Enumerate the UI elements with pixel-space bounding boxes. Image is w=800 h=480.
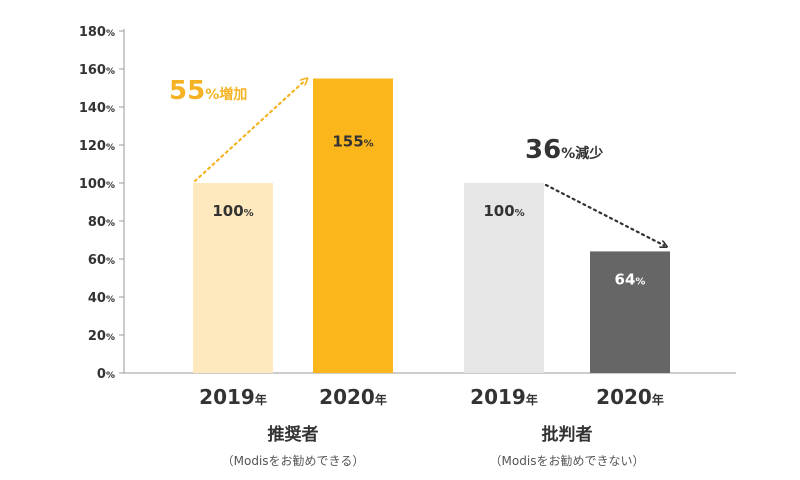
group-name-label: 批判者 (542, 424, 593, 445)
bar-推奨者-2019 (193, 183, 273, 373)
y-tick-label: 40% (88, 291, 115, 306)
y-tick-label: 180% (79, 25, 115, 40)
group-sub-label: （Modisをお勧めできる） (222, 454, 365, 468)
y-tick-label: 100% (79, 177, 115, 192)
bar-批判者-2020 (590, 251, 670, 373)
labels-layer: 100%2019年155%2020年推奨者（Modisをお勧めできる）55%増加… (169, 76, 664, 468)
y-tick-label: 120% (79, 139, 115, 154)
x-category-label: 2019年 (199, 385, 267, 409)
bar-批判者-2019 (464, 183, 544, 373)
x-category-label: 2020年 (596, 385, 664, 409)
bar-value-label: 64% (615, 270, 646, 288)
bars-layer (193, 78, 670, 373)
bar-value-label: 100% (483, 202, 524, 220)
y-tick-label: 160% (79, 63, 115, 78)
axis-layer: 0% 20% 40% 60% 80% 100% 120% 140% 160% 180% (79, 25, 736, 382)
y-tick-label: 0% (97, 367, 115, 382)
change-label: 55%増加 (169, 76, 247, 106)
bar-推奨者-2020 (313, 78, 393, 373)
x-category-label: 2020年 (319, 385, 387, 409)
increase-arrow (193, 81, 305, 183)
bar-value-label: 100% (212, 202, 253, 220)
x-category-label: 2019年 (470, 385, 538, 409)
y-tick-label: 60% (88, 253, 115, 268)
decrease-arrow (544, 183, 664, 245)
bar-value-label: 155% (332, 133, 373, 151)
group-sub-label: （Modisをお勧めできない） (490, 454, 645, 468)
y-tick-label: 80% (88, 215, 115, 230)
y-tick-label: 20% (88, 329, 115, 344)
y-tick-label: 140% (79, 101, 115, 116)
group-name-label: 推奨者 (268, 424, 319, 445)
change-label: 36%減少 (525, 135, 603, 165)
